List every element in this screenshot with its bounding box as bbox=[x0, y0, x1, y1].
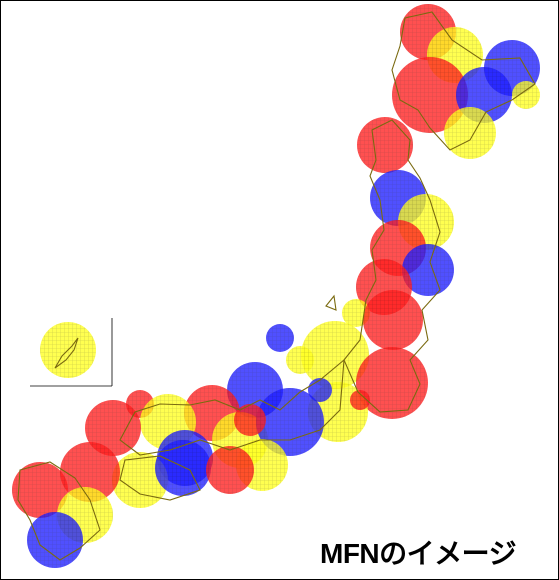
cell-blue bbox=[27, 512, 83, 568]
cell-yellow bbox=[301, 321, 369, 389]
sado-island bbox=[325, 294, 337, 311]
cell-red bbox=[357, 117, 413, 173]
okinawa-island bbox=[54, 337, 79, 369]
cell-blue bbox=[402, 244, 454, 296]
cell-red bbox=[234, 404, 266, 436]
cell-red bbox=[350, 390, 370, 410]
kyushu-coast bbox=[17, 461, 101, 561]
okinawa-inset-frame bbox=[30, 318, 113, 387]
cell-red bbox=[356, 347, 428, 419]
cell-red bbox=[12, 462, 68, 518]
cell-blue bbox=[308, 378, 332, 402]
cell-red bbox=[85, 400, 141, 456]
cell-blue bbox=[155, 440, 211, 496]
cell-yellow bbox=[512, 81, 540, 109]
honshu-north-coast bbox=[343, 119, 441, 413]
cell-yellow bbox=[112, 452, 168, 508]
cell-yellow bbox=[444, 107, 496, 159]
cell-red bbox=[60, 442, 120, 502]
cell-blue bbox=[266, 324, 294, 352]
caption-text: MFNのイメージ bbox=[320, 538, 517, 569]
shikoku-coast bbox=[119, 455, 201, 501]
cell-red bbox=[206, 446, 254, 494]
honshu-west-coast bbox=[119, 358, 345, 456]
cell-blue bbox=[256, 388, 324, 456]
hokkaido-coast bbox=[391, 11, 536, 151]
cell-red bbox=[363, 290, 423, 350]
cell-red bbox=[392, 57, 468, 133]
cell-yellow bbox=[286, 346, 314, 374]
